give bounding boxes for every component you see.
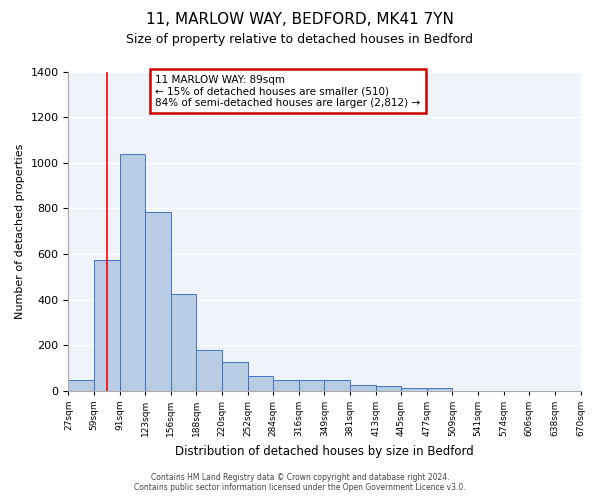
Bar [427, 388, 452, 391]
Text: Contains HM Land Registry data © Crown copyright and database right 2024.
Contai: Contains HM Land Registry data © Crown c… [134, 473, 466, 492]
Bar [350, 385, 376, 391]
Bar [145, 212, 171, 391]
Bar [248, 376, 273, 391]
Bar [273, 380, 299, 391]
Text: 11 MARLOW WAY: 89sqm
← 15% of detached houses are smaller (510)
84% of semi-deta: 11 MARLOW WAY: 89sqm ← 15% of detached h… [155, 74, 421, 108]
Text: 11, MARLOW WAY, BEDFORD, MK41 7YN: 11, MARLOW WAY, BEDFORD, MK41 7YN [146, 12, 454, 28]
Bar [299, 380, 325, 391]
Bar [94, 260, 119, 391]
Bar [196, 350, 222, 391]
Bar [376, 386, 401, 391]
Text: Size of property relative to detached houses in Bedford: Size of property relative to detached ho… [127, 32, 473, 46]
Bar [401, 388, 427, 391]
Y-axis label: Number of detached properties: Number of detached properties [15, 144, 25, 319]
Bar [325, 380, 350, 391]
Bar [119, 154, 145, 391]
Bar [171, 294, 196, 391]
Bar [68, 380, 94, 391]
Bar [222, 362, 248, 391]
X-axis label: Distribution of detached houses by size in Bedford: Distribution of detached houses by size … [175, 444, 474, 458]
